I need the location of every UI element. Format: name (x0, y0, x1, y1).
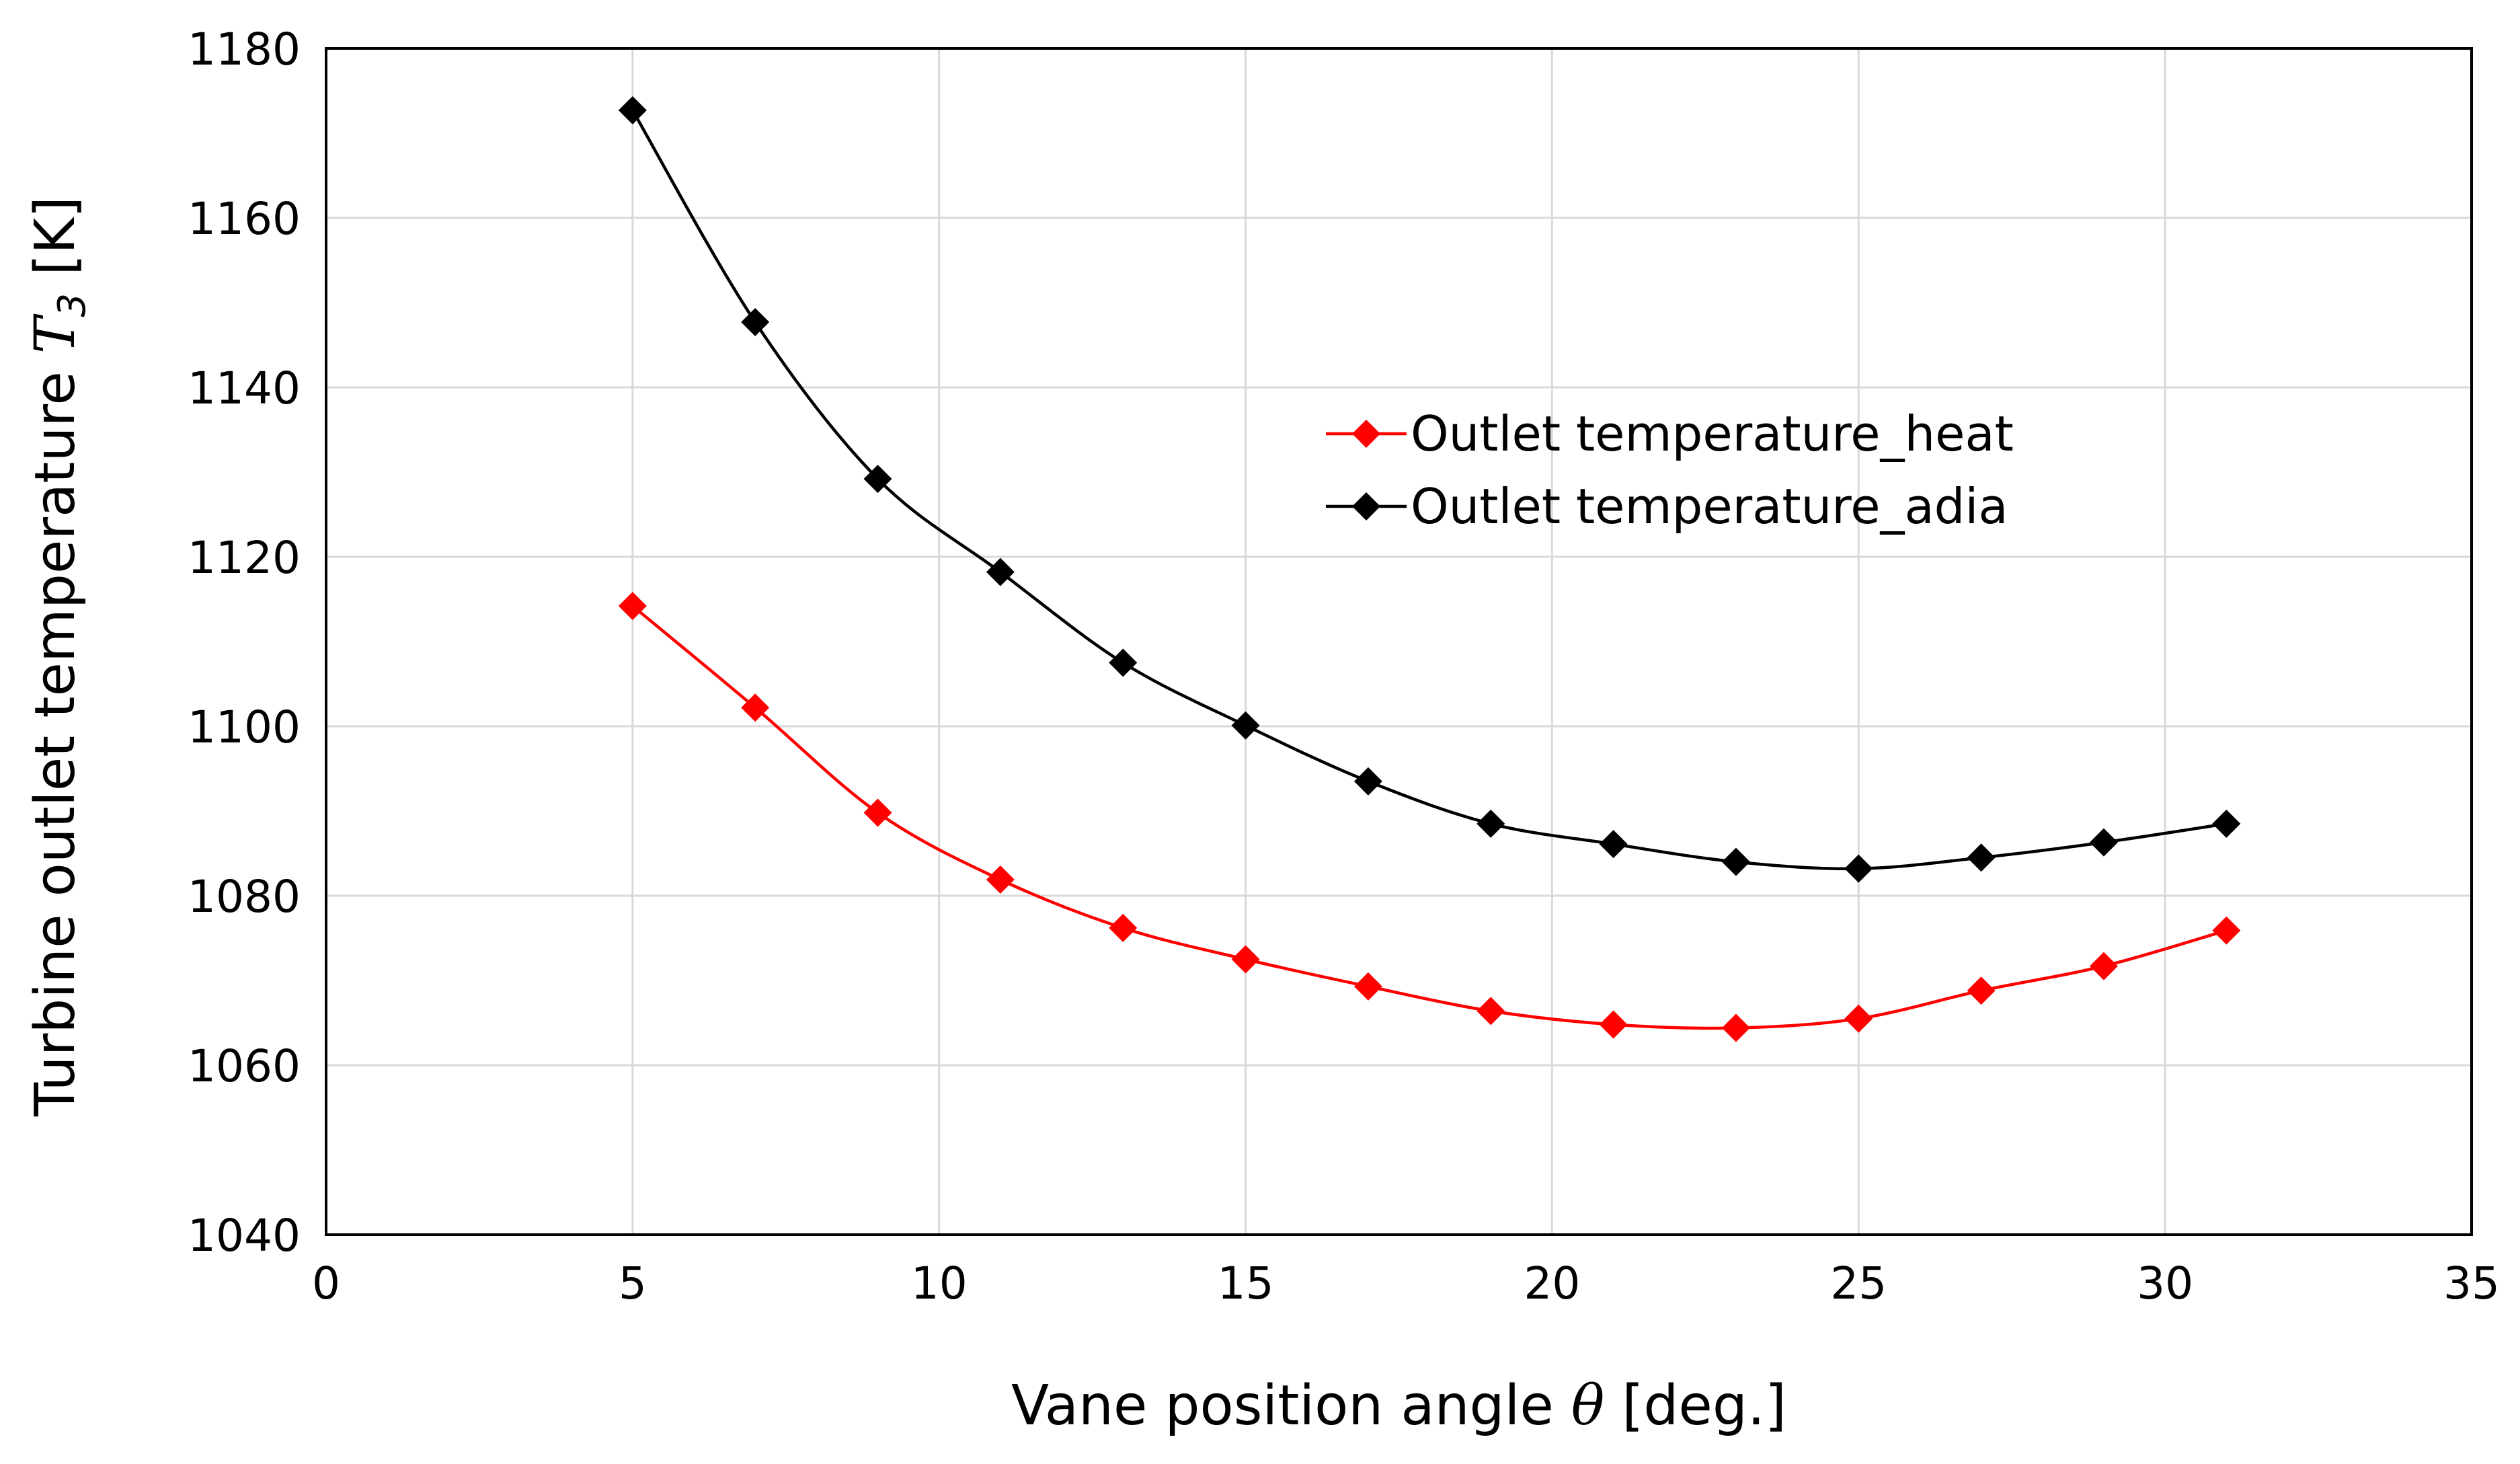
data-point (2089, 952, 2118, 980)
data-point (1967, 843, 1996, 872)
grid (325, 47, 2473, 1236)
data-point (1109, 913, 1138, 942)
legend-marker (1352, 492, 1380, 521)
y-tick-label: 1120 (188, 532, 301, 584)
y-tick-label: 1040 (188, 1210, 301, 1262)
data-point (1109, 648, 1138, 677)
data-point (986, 557, 1015, 586)
data-point (986, 865, 1015, 894)
y-tick-label: 1100 (188, 701, 301, 753)
data-point (863, 465, 892, 494)
data-point (1721, 847, 1750, 876)
x-tick-label: 5 (619, 1258, 647, 1309)
y-tick-label: 1180 (188, 24, 301, 75)
y-tick-label: 1160 (188, 193, 301, 245)
y-tick-label: 1140 (188, 362, 301, 414)
legend-label: Outlet temperature_adia (1411, 478, 2008, 535)
plot-frame (325, 47, 2473, 1236)
data-point (618, 592, 647, 621)
legend-label: Outlet temperature_heat (1411, 406, 2014, 462)
y-axis-title: Turbine outlet temperature T3 [K] (24, 196, 94, 1117)
data-point (1599, 830, 1628, 859)
x-tick-labels: 0 5 10 15 20 25 30 35 (312, 1258, 2500, 1309)
data-point (1599, 1010, 1628, 1039)
data-point (2212, 809, 2241, 838)
y-tick-labels: 1040 1060 1080 1100 1120 1140 1160 1180 (188, 24, 301, 1262)
data-point (1353, 767, 1382, 796)
x-tick-label: 20 (1524, 1258, 1580, 1309)
x-tick-label: 25 (1830, 1258, 1887, 1309)
data-point (1353, 972, 1382, 1001)
x-tick-label: 35 (2443, 1258, 2500, 1309)
legend: Outlet temperature_heat Outlet temperatur… (1326, 406, 2014, 535)
data-point (1476, 997, 1505, 1026)
x-tick-label: 0 (312, 1258, 340, 1309)
data-point (618, 95, 647, 124)
series-layer (618, 95, 2241, 1042)
data-point (1721, 1013, 1750, 1042)
x-tick-label: 15 (1218, 1258, 1274, 1309)
data-point (1967, 976, 1996, 1005)
data-point (741, 307, 770, 336)
data-point (741, 693, 770, 722)
data-point (1844, 854, 1873, 883)
x-tick-label: 30 (2137, 1258, 2193, 1309)
y-tick-label: 1080 (188, 871, 301, 923)
data-point (1231, 711, 1260, 740)
data-point (1844, 1004, 1873, 1033)
x-axis-title: Vane position angle θ [deg.] (1011, 1374, 1786, 1438)
legend-item: Outlet temperature_adia (1326, 478, 2008, 535)
legend-marker (1352, 420, 1380, 448)
series-heat (618, 592, 2241, 1042)
y-tick-label: 1060 (188, 1040, 301, 1092)
data-point (1231, 945, 1260, 974)
x-tick-label: 10 (911, 1258, 968, 1309)
series-adia (618, 95, 2241, 883)
data-point (863, 798, 892, 827)
data-point (2212, 916, 2241, 945)
data-point (1476, 809, 1505, 838)
legend-item: Outlet temperature_heat (1326, 406, 2014, 462)
data-point (2089, 828, 2118, 857)
